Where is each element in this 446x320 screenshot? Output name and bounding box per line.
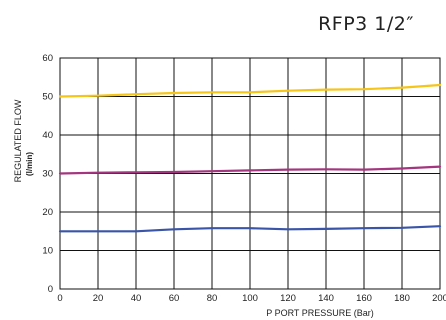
y-tick-label: 30 bbox=[42, 169, 53, 180]
x-axis-label: P PORT PRESSURE (Bar) bbox=[266, 308, 374, 318]
y-tick-label: 20 bbox=[42, 207, 53, 218]
x-tick-label: 40 bbox=[131, 293, 142, 304]
chart-title: RFP3 1/2″ bbox=[318, 13, 414, 35]
x-tick-label: 60 bbox=[169, 293, 180, 304]
y-tick-label: 50 bbox=[42, 92, 53, 103]
y-tick-label: 0 bbox=[48, 284, 53, 295]
y-tick-labels: 0 10 20 30 40 50 60 bbox=[42, 53, 53, 295]
y-tick-label: 60 bbox=[42, 53, 53, 64]
y-axis-label: REGULATED FLOW bbox=[13, 99, 23, 182]
series-line-2 bbox=[58, 165, 442, 175]
y-tick-label: 10 bbox=[42, 246, 53, 257]
x-tick-label: 20 bbox=[93, 293, 104, 304]
x-tick-label: 0 bbox=[57, 293, 62, 304]
series-line-1 bbox=[58, 83, 442, 98]
x-tick-label: 80 bbox=[207, 293, 218, 304]
series-group bbox=[58, 83, 442, 233]
x-tick-label: 140 bbox=[318, 293, 334, 304]
x-tick-label: 100 bbox=[242, 293, 258, 304]
grid bbox=[59, 57, 441, 290]
x-tick-label: 180 bbox=[394, 293, 410, 304]
x-tick-label: 160 bbox=[356, 293, 372, 304]
x-tick-label: 200 bbox=[432, 293, 446, 304]
series-line-3 bbox=[58, 225, 442, 233]
x-tick-labels: 0 20 40 60 80 100 120 140 160 180 200 bbox=[57, 293, 446, 304]
y-axis-unit: (l/min) bbox=[25, 152, 34, 176]
y-tick-label: 40 bbox=[42, 130, 53, 141]
x-tick-label: 120 bbox=[280, 293, 296, 304]
